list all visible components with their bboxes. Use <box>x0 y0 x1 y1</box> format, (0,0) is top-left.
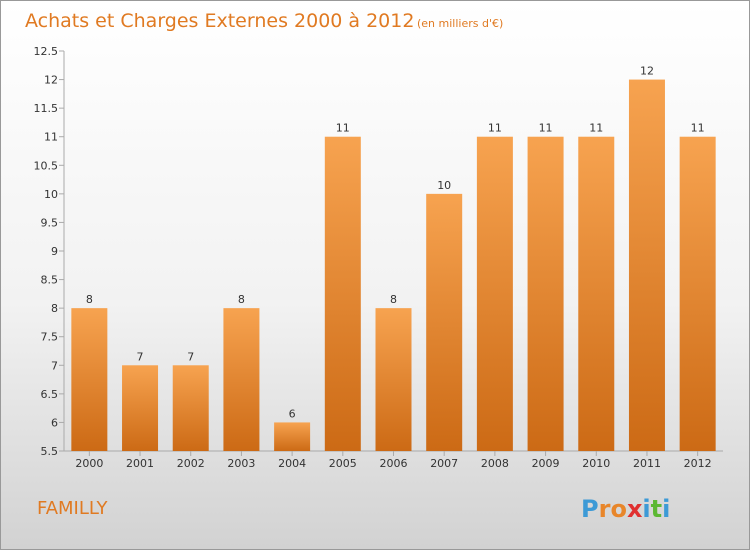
y-tick-label: 12 <box>44 74 58 87</box>
y-tick-label: 10.5 <box>34 159 59 172</box>
x-tick-label-2011: 2011 <box>633 457 661 470</box>
logo-letter: P <box>581 495 599 523</box>
bars <box>71 79 716 452</box>
data-label-2005: 11 <box>336 122 350 135</box>
logo-letter: o <box>610 495 627 523</box>
x-tick-label-2012: 2012 <box>684 457 712 470</box>
x-tick-label-2010: 2010 <box>582 457 610 470</box>
logo-letter: i <box>662 495 670 523</box>
data-label-2009: 11 <box>539 122 553 135</box>
x-tick-label-2000: 2000 <box>75 457 103 470</box>
data-label-2004: 6 <box>289 407 296 420</box>
bar-2004 <box>274 422 311 451</box>
x-tick-label-2006: 2006 <box>380 457 408 470</box>
x-tick-label-2003: 2003 <box>227 457 255 470</box>
y-tick-label: 5.5 <box>41 445 59 458</box>
x-axis <box>64 450 723 456</box>
chart-subtitle: (en milliers d'€) <box>417 17 503 30</box>
y-tick-label: 8.5 <box>41 274 59 287</box>
bar-2006 <box>375 308 412 451</box>
y-tick-label: 9.5 <box>41 216 59 229</box>
x-tick-labels: 2000 2001 2002 2003 2004 2005 2006 2007 2008 2009… <box>75 457 711 470</box>
x-tick-label-2005: 2005 <box>329 457 357 470</box>
data-label-2007: 10 <box>437 179 451 192</box>
y-tick-label: 6 <box>51 416 58 429</box>
x-tick-label-2002: 2002 <box>177 457 205 470</box>
data-label-2006: 8 <box>390 293 397 306</box>
commune-name: FAMILLY <box>37 498 109 519</box>
y-tick-label: 7 <box>51 359 58 372</box>
y-axis: 5.5 6 6.5 7 7.5 8 8.5 9 9.5 10 10.5 11 11.5 12 12.5 <box>34 45 65 458</box>
bar-2005 <box>324 136 361 451</box>
bar-2010 <box>578 136 615 451</box>
bar-2002 <box>172 365 209 451</box>
data-label-2010: 11 <box>589 122 603 135</box>
x-tick-label-2009: 2009 <box>532 457 560 470</box>
data-label-2003: 8 <box>238 293 245 306</box>
bar-2012 <box>679 136 716 451</box>
logo-letter: i <box>642 495 650 523</box>
y-tick-label: 10 <box>44 188 58 201</box>
y-tick-label: 6.5 <box>41 388 59 401</box>
bar-2003 <box>223 308 260 451</box>
proxiti-logo-text: Proxiti <box>581 495 670 523</box>
x-tick-label-2001: 2001 <box>126 457 154 470</box>
data-label-2012: 11 <box>691 122 705 135</box>
logo-letter: r <box>599 495 611 523</box>
bar-2001 <box>122 365 159 451</box>
y-tick-label: 9 <box>51 245 58 258</box>
data-label-2002: 7 <box>187 350 194 363</box>
bar-2009 <box>527 136 564 451</box>
y-tick-label: 11 <box>44 131 58 144</box>
chart-title: Achats et Charges Externes 2000 à 2012 <box>25 10 414 32</box>
y-tick-label: 8 <box>51 302 58 315</box>
logo-letter: x <box>627 495 643 523</box>
data-label-2000: 8 <box>86 293 93 306</box>
bar-2007 <box>426 193 463 451</box>
x-tick-label-2008: 2008 <box>481 457 509 470</box>
bar-2008 <box>476 136 513 451</box>
data-label-2001: 7 <box>137 350 144 363</box>
logo-letter: t <box>651 495 662 523</box>
data-label-2008: 11 <box>488 122 502 135</box>
y-tick-label: 12.5 <box>34 45 59 58</box>
bar-2000 <box>71 308 108 451</box>
proxiti-logo: Proxiti <box>581 495 670 523</box>
data-label-2011: 12 <box>640 65 654 78</box>
y-tick-label: 7.5 <box>41 331 59 344</box>
y-tick-label: 11.5 <box>34 102 59 115</box>
bar-2011 <box>628 79 665 452</box>
x-tick-label-2007: 2007 <box>430 457 458 470</box>
data-labels: 8 7 7 8 6 11 8 10 11 11 11 12 11 <box>86 65 705 421</box>
x-tick-label-2004: 2004 <box>278 457 306 470</box>
